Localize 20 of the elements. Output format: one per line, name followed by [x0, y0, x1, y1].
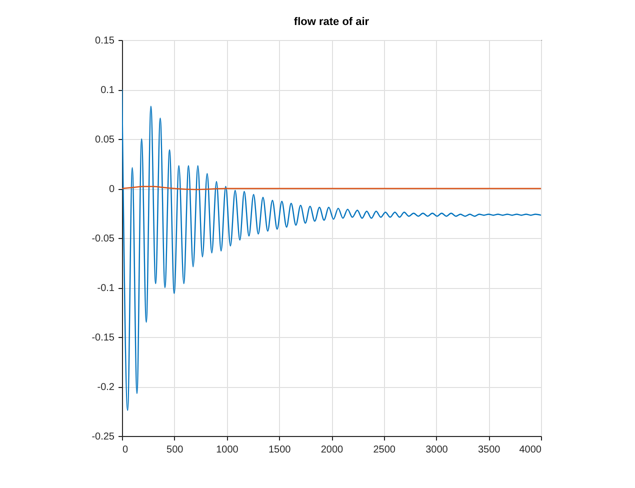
y-tick-label: 0	[108, 184, 115, 195]
chart-title: flow rate of air	[294, 16, 370, 28]
x-tick-label: 3000	[426, 444, 448, 456]
y-tick-label: 0.1	[100, 85, 115, 96]
y-tick-label: 0.05	[95, 134, 115, 146]
y-tick-label: -0.1	[97, 283, 115, 294]
x-tick-label: 2000	[320, 444, 344, 456]
line-series	[122, 88, 541, 411]
x-tick-label: 2500	[373, 444, 396, 456]
x-tick-label: 1000	[216, 444, 239, 456]
y-tick-label: -0.2	[97, 382, 115, 393]
y-tick-label: -0.15	[92, 332, 115, 344]
x-tick-label: 500	[166, 444, 184, 456]
x-tick-label: 3500	[478, 444, 501, 456]
y-tick-label: -0.25	[92, 432, 115, 442]
x-tick-label: 4000	[519, 444, 542, 456]
y-tick-label: -0.05	[92, 234, 115, 244]
x-tick-label: 1500	[268, 444, 292, 456]
y-tick-label: 0.15	[95, 36, 115, 46]
x-tick-label: 0	[122, 444, 128, 456]
